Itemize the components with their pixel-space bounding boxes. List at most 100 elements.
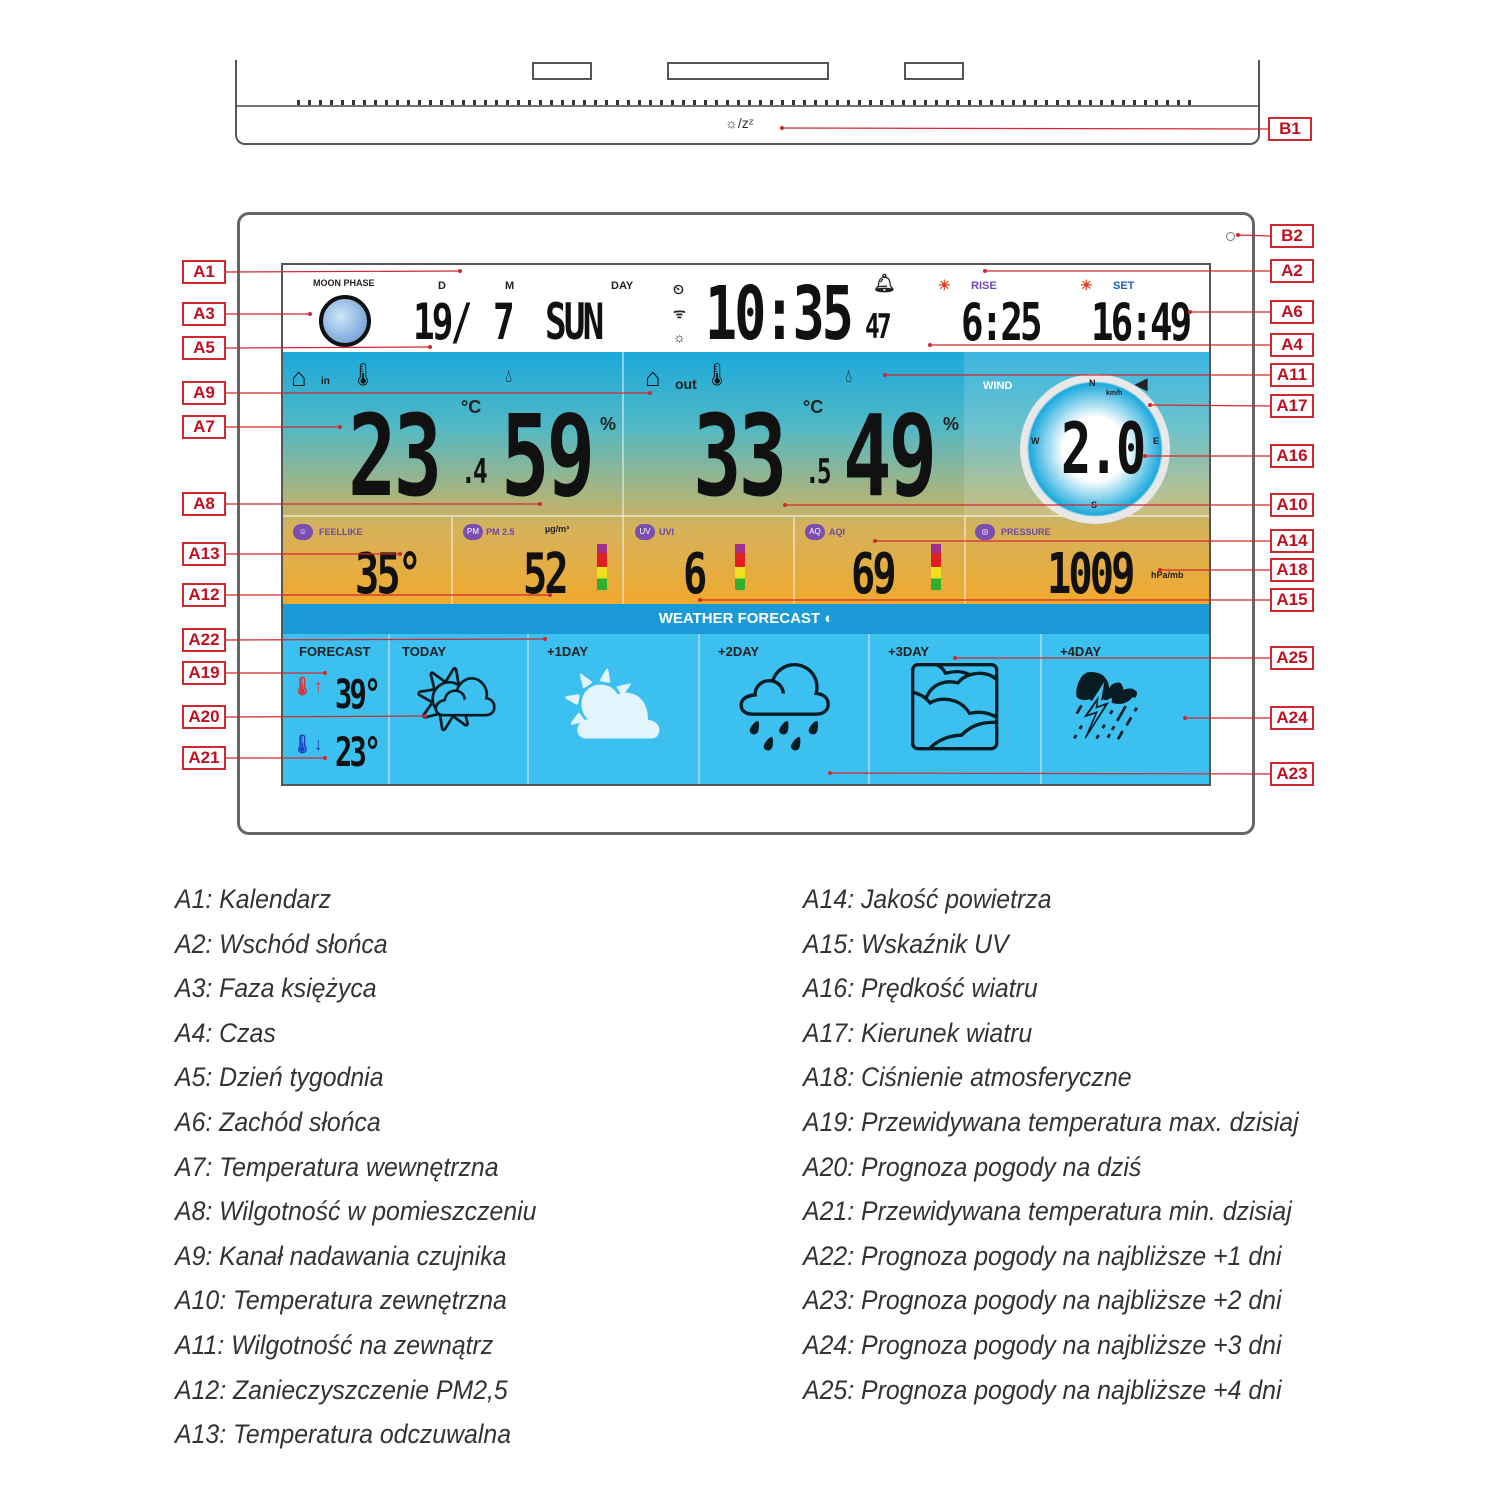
light-sensor [1226, 232, 1235, 241]
callout-a13: A13 [182, 542, 226, 566]
sunrise-icon: ☀︎ [938, 277, 951, 293]
humidity-icon: 💧︎ [845, 366, 853, 386]
set-label: SET [1113, 280, 1135, 292]
callout-dot [548, 593, 552, 597]
feellike-value: 35° [355, 542, 422, 607]
sunset-time: 16:49 [1091, 293, 1192, 353]
aqi-icon: AQ [805, 524, 825, 540]
forecast-day-cell: +1DAY ⛅ [529, 634, 700, 784]
callout-dot [323, 756, 327, 760]
callout-dot [398, 552, 402, 556]
button-slot[interactable] [904, 62, 964, 80]
legend-item: A6: Zachód słońca [175, 1107, 381, 1137]
callout-a1: A1 [182, 260, 226, 284]
callout-dot [648, 391, 652, 395]
button-slot[interactable] [667, 62, 829, 80]
callout-dot [780, 126, 784, 130]
callout-dot [983, 269, 987, 273]
humidity-icon: 💧︎ [505, 366, 513, 386]
fog-icon: 🌫 [900, 659, 1010, 755]
legend-item: A12: Zanieczyszczenie PM2,5 [175, 1374, 508, 1405]
forecast-day-cell: TODAY 🌤 [390, 634, 529, 784]
legend-item: A25: Prognoza pogody na najbliższe +4 dn… [803, 1374, 1282, 1405]
button-slot[interactable] [532, 62, 592, 80]
callout-dot [338, 425, 342, 429]
thermometer-icon: 🌡︎ [349, 362, 377, 387]
callout-a14: A14 [1270, 529, 1314, 553]
pm-unit: µg/m³ [545, 524, 570, 534]
legend-item: A5: Dzień tygodnia [175, 1062, 384, 1093]
date-day: 19/ [413, 293, 472, 351]
light-snooze-button[interactable]: ☼/zᶻ [725, 115, 754, 131]
pm-level-bar [597, 544, 607, 590]
outdoor-label: out [675, 376, 697, 392]
legend-item: A24: Prognoza pogody na najbliższe +3 dn… [803, 1330, 1282, 1360]
indoor-temperature-decimal: .4 [461, 452, 488, 492]
wind-direction-arrow-icon: ◀ [1135, 376, 1148, 393]
legend-item: A9: Kanał nadawania czujnika [175, 1240, 507, 1271]
callout-a17: A17 [1270, 394, 1314, 418]
callout-a16: A16 [1270, 444, 1314, 468]
forecast-header-text: WEATHER FORECAST [658, 610, 821, 627]
forecast-day-cell: +4DAY ⛈ [1042, 634, 1209, 784]
weekday: SUN [545, 293, 604, 351]
callout-a2: A2 [1270, 259, 1314, 283]
weekday-label: DAY [611, 280, 634, 292]
temp-unit: °C [803, 397, 824, 417]
alarm-bell-icon: 🔔︎ [873, 273, 896, 293]
callout-dot [543, 637, 547, 641]
sun-cloud-icon: ⛅ [559, 659, 667, 755]
feellike-label: FEELLIKE [319, 527, 363, 537]
callout-a18: A18 [1270, 558, 1314, 582]
legend-item: A11: Wilgotność na zewnątrz [175, 1330, 494, 1360]
forecast-day-label: +2DAY [718, 644, 760, 659]
callout-a24: A24 [1270, 706, 1314, 730]
callout-line [829, 772, 1271, 775]
max-temp: 39° [335, 672, 381, 718]
legend-item: A20: Prognoza pogody na dziś [803, 1151, 1142, 1182]
outdoor-humidity: 49 [843, 392, 937, 522]
callout-dot [323, 671, 327, 675]
device-top-view [235, 60, 1260, 145]
callout-a12: A12 [182, 583, 226, 607]
thermometer-icon: 🌡︎ [703, 362, 731, 387]
callout-line [1149, 404, 1271, 407]
legend-item: A10: Temperatura zewnętrzna [175, 1285, 507, 1316]
sunrise-time: 6:25 [961, 293, 1043, 353]
feellike-icon: ☺ [293, 524, 313, 540]
forecast-header: WEATHER FORECAST ◐ [283, 604, 1209, 634]
clock-time: 10:35 [705, 271, 854, 357]
callout-dot [783, 503, 787, 507]
thunderstorm-icon: ⛈ [1072, 659, 1141, 755]
moon-phase-label: MOON PHASE [313, 278, 375, 288]
callout-a20: A20 [182, 705, 226, 729]
hum-unit: % [943, 414, 960, 434]
pressure-unit: hPa/mb [1151, 570, 1184, 580]
forecast-label: FORECAST [299, 644, 371, 659]
wind-label: WIND [983, 380, 1013, 392]
callout-a3: A3 [182, 302, 226, 326]
callout-dot [428, 345, 432, 349]
callout-a10: A10 [1270, 493, 1314, 517]
legend-item: A17: Kierunek wiatru [803, 1017, 1033, 1048]
callout-dot [883, 373, 887, 377]
pressure-label: PRESSURE [1001, 527, 1051, 537]
callout-line [225, 346, 431, 349]
uvi-icon: UV [635, 524, 655, 540]
rain-icon: 🌧 [730, 659, 840, 755]
date-month: 7 [493, 293, 515, 351]
legend-item: A18: Ciśnienie atmosferyczne [803, 1062, 1132, 1093]
callout-dot [1188, 310, 1192, 314]
callout-a22: A22 [182, 628, 226, 652]
callout-dot [308, 312, 312, 316]
status-icons: ⏲ ᯤ ☼ [673, 281, 686, 345]
callout-b1: B1 [1268, 117, 1312, 141]
legend-item: A13: Temperatura odczuwalna [175, 1419, 512, 1450]
legend-item: A7: Temperatura wewnętrzna [175, 1151, 499, 1182]
outdoor-temperature: 33 [693, 392, 787, 522]
forecast-day-cell: +3DAY 🌫 [870, 634, 1042, 784]
legend-item: A2: Wschód słońca [175, 928, 388, 959]
callout-line [225, 638, 546, 641]
callout-line [225, 270, 461, 273]
